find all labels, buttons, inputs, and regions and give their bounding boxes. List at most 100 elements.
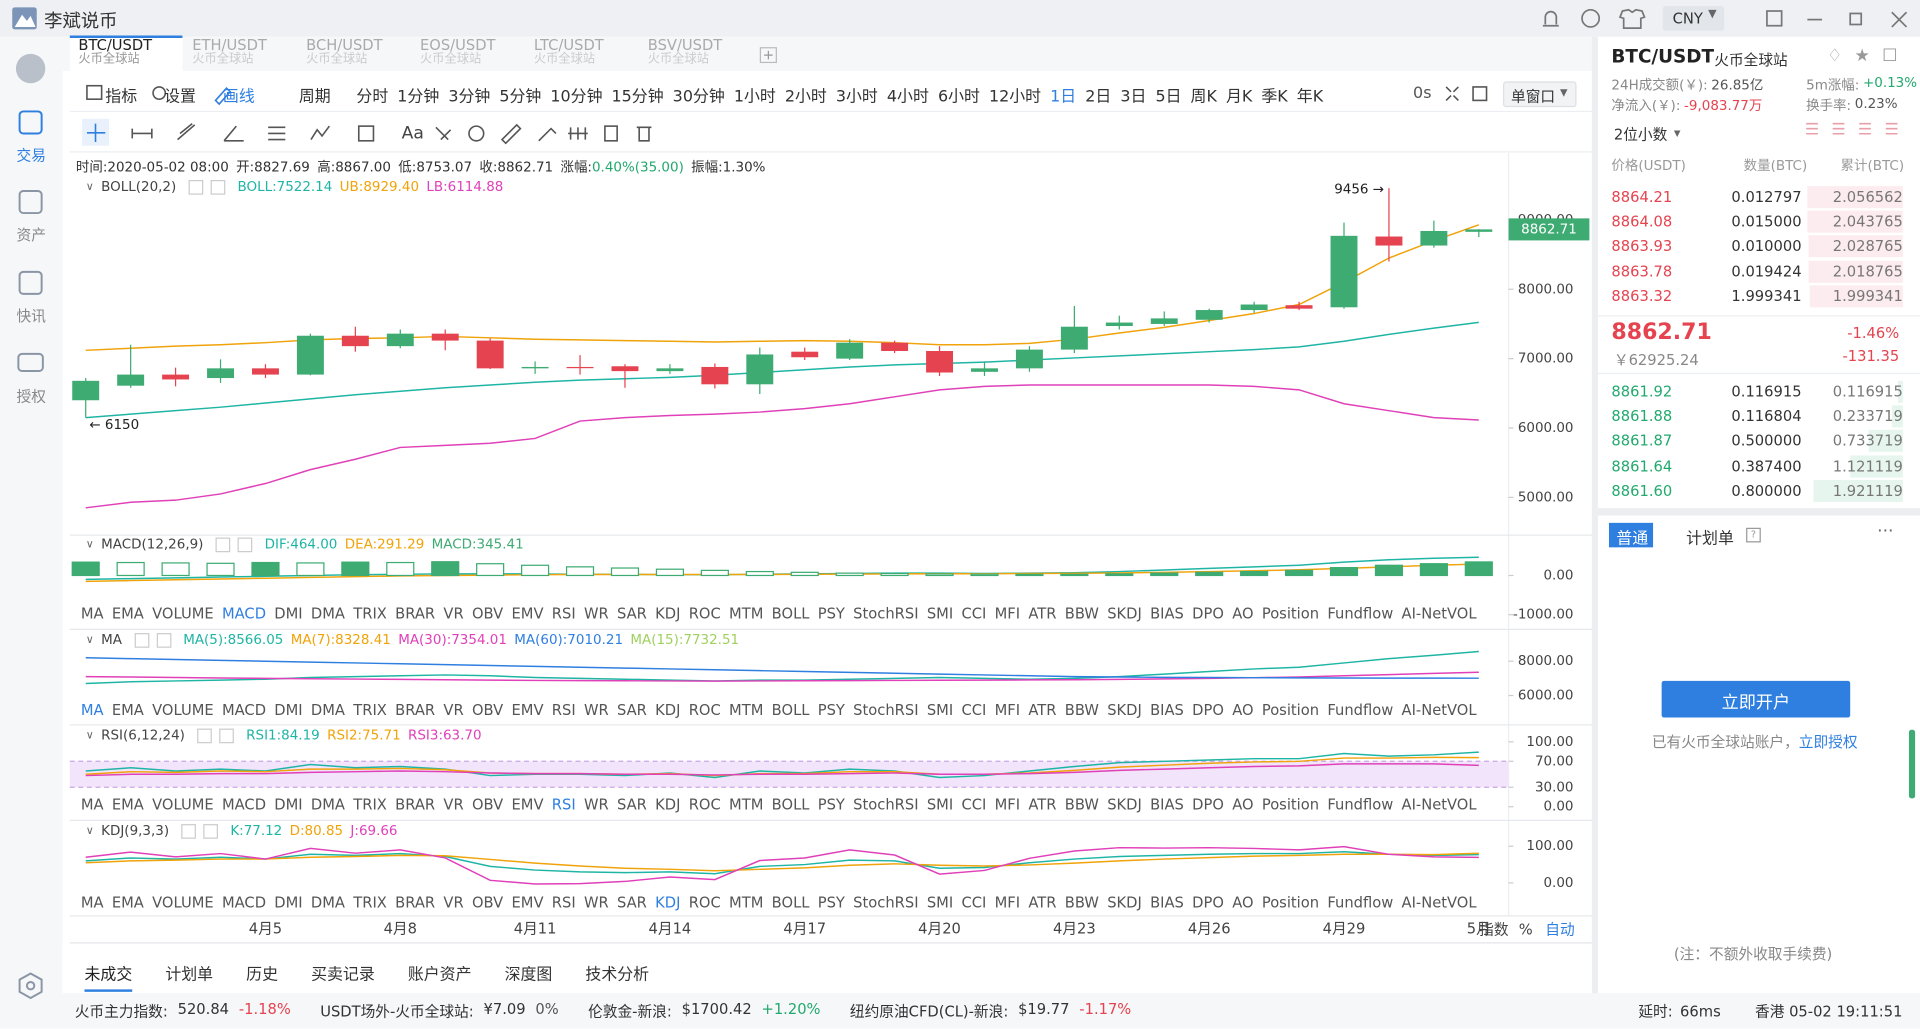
indicator[interactable]: BRAR [395, 795, 436, 814]
indicator[interactable]: MTM [729, 604, 764, 623]
indicator[interactable]: EMA [111, 604, 144, 623]
bottom-tab[interactable]: 计划单 [165, 966, 214, 985]
indicator[interactable]: AI-NetVOL [1401, 701, 1477, 719]
indicator[interactable]: VOLUME [152, 795, 214, 814]
indicator[interactable]: EMV [511, 701, 544, 719]
indicator[interactable]: RSI [551, 795, 576, 814]
indicator[interactable]: DMA [310, 795, 345, 814]
draw-tools[interactable] [82, 118, 652, 146]
indicator[interactable]: DPO [1192, 604, 1224, 623]
indicator[interactable]: KDJ [655, 604, 681, 623]
indicator[interactable]: CCI [961, 893, 987, 912]
indicator[interactable]: VR [443, 604, 464, 623]
indicator[interactable]: BOLL [771, 604, 810, 623]
indicator[interactable]: VR [443, 701, 464, 719]
pair-tab[interactable]: BSV/USDT 火币全球站 [639, 38, 752, 71]
pane-settings[interactable] [188, 179, 204, 195]
axis-control[interactable]: % [1519, 922, 1533, 939]
indicator[interactable]: BIAS [1150, 893, 1184, 912]
indicator[interactable]: DMI [274, 795, 303, 814]
indicator[interactable]: BIAS [1150, 795, 1184, 814]
indicator[interactable]: OBV [471, 604, 504, 623]
indicator[interactable]: AI-NetVOL [1401, 604, 1477, 623]
decimals[interactable]: 2位小数 [1613, 126, 1668, 144]
pair-tab[interactable]: EOS/USDT 火币全球站 [411, 38, 524, 71]
indicator[interactable]: DPO [1192, 795, 1224, 814]
indicator[interactable]: DMI [274, 604, 303, 623]
more-icon[interactable]: ··· [1877, 521, 1894, 542]
indicator[interactable]: BBW [1064, 604, 1099, 623]
indicator[interactable]: EMA [111, 893, 144, 912]
bottom-tab[interactable]: 深度图 [504, 966, 553, 985]
pane-close[interactable] [237, 536, 253, 552]
indicator[interactable]: MFI [994, 795, 1021, 814]
text-tool[interactable]: Aa [401, 123, 424, 144]
indicator[interactable]: EMV [511, 604, 544, 623]
indicator[interactable]: SKDJ [1107, 701, 1142, 719]
period[interactable]: 4小时 [886, 87, 929, 106]
indicator[interactable]: EMV [511, 893, 544, 912]
indicator[interactable]: MA [80, 604, 104, 623]
indicator[interactable]: BBW [1064, 701, 1099, 719]
indicator[interactable]: BRAR [395, 604, 436, 623]
period[interactable]: 3小时 [835, 87, 878, 106]
indicator[interactable]: MACD [221, 893, 267, 912]
period[interactable]: 分时 [356, 87, 389, 106]
indicator[interactable]: MTM [729, 795, 764, 814]
indicator[interactable]: VR [443, 795, 464, 814]
indicator[interactable]: SMI [926, 795, 954, 814]
indicator[interactable]: StochRSI [853, 604, 919, 623]
indicator[interactable]: WR [583, 893, 609, 912]
indicator[interactable]: AO [1232, 893, 1254, 912]
indicator[interactable]: AO [1232, 795, 1254, 814]
indicator[interactable]: KDJ [655, 893, 681, 912]
indicator[interactable]: BOLL [771, 795, 810, 814]
period[interactable]: 周期 [298, 87, 331, 106]
pane-settings[interactable] [181, 823, 197, 839]
indicator[interactable]: TRIX [353, 893, 387, 912]
indicator[interactable]: BIAS [1150, 604, 1184, 623]
indicator[interactable]: VOLUME [152, 893, 214, 912]
indicator[interactable]: EMA [111, 795, 144, 814]
pane-close[interactable] [156, 632, 171, 648]
period[interactable]: 12小时 [988, 87, 1042, 106]
indicator[interactable]: Fundflow [1327, 893, 1394, 912]
open-account-button[interactable] [1661, 680, 1851, 718]
indicator[interactable]: ROC [688, 795, 721, 814]
indicator[interactable]: DMI [274, 701, 303, 719]
indicator[interactable]: ATR [1028, 701, 1057, 719]
indicator[interactable]: MFI [994, 893, 1021, 912]
indicator[interactable]: Position [1261, 893, 1320, 912]
indicator[interactable]: StochRSI [853, 893, 919, 912]
nav-item[interactable]: 授权 [16, 388, 46, 406]
indicator[interactable]: SAR [616, 795, 647, 814]
indicator[interactable]: TRIX [353, 795, 387, 814]
bottom-tab[interactable]: 买卖记录 [311, 966, 375, 985]
period[interactable]: 季K [1261, 87, 1288, 106]
indicator[interactable]: DMA [310, 604, 345, 623]
indicator[interactable]: VR [443, 893, 464, 912]
indicator[interactable]: ATR [1028, 604, 1057, 623]
period[interactable]: 2小时 [784, 87, 827, 106]
indicator[interactable]: RSI [551, 701, 576, 719]
indicator[interactable]: TRIX [353, 701, 387, 719]
indicator[interactable]: TRIX [353, 604, 387, 623]
indicator[interactable]: SMI [926, 604, 954, 623]
auth-link[interactable]: 立即授权 [1798, 733, 1858, 751]
indicator[interactable]: Position [1261, 604, 1320, 623]
currency-select[interactable] [1662, 6, 1725, 31]
indicator[interactable]: CCI [961, 604, 987, 623]
indicator[interactable]: OBV [471, 893, 504, 912]
indicator[interactable]: SKDJ [1107, 604, 1142, 623]
indicator[interactable]: PSY [817, 795, 845, 814]
indicator[interactable]: MFI [994, 701, 1021, 719]
toolbar-tool[interactable]: 画线 [222, 87, 255, 106]
indicator[interactable]: MA [80, 893, 104, 912]
indicator[interactable]: Position [1261, 701, 1320, 719]
indicator[interactable]: OBV [471, 701, 504, 719]
indicator[interactable]: Fundflow [1327, 701, 1394, 719]
indicator[interactable]: SKDJ [1107, 795, 1142, 814]
indicator[interactable]: KDJ [655, 795, 681, 814]
bottom-tab[interactable]: 技术分析 [585, 966, 650, 985]
period[interactable]: 周K [1190, 87, 1217, 106]
